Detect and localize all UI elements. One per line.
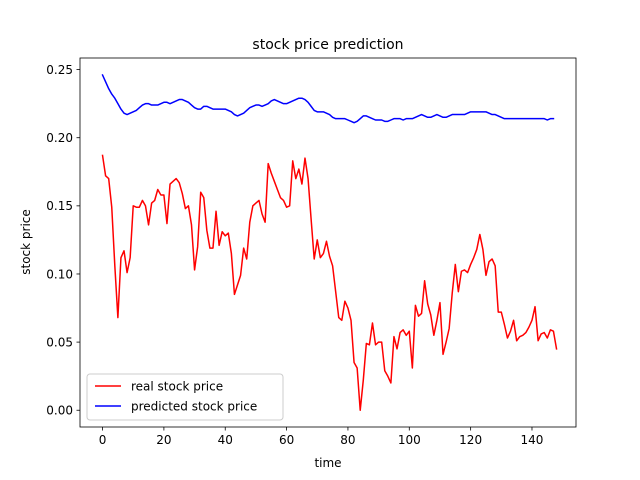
x-tick-label: 140 xyxy=(521,433,544,447)
y-tick-label: 0.20 xyxy=(46,131,73,145)
legend-box xyxy=(86,373,284,421)
series-line-1 xyxy=(101,74,555,124)
y-tick-label: 0.05 xyxy=(46,335,73,349)
x-tick-label: 60 xyxy=(279,433,294,447)
x-tick-label: 20 xyxy=(156,433,171,447)
y-tick-label: 0.00 xyxy=(46,404,73,418)
y-axis: 0.00 0.05 0.10 0.15 0.20 0.25 xyxy=(46,63,80,418)
x-tick-label: 100 xyxy=(398,433,421,447)
y-tick-label: 0.10 xyxy=(46,267,73,281)
legend-label-0: real stock price xyxy=(131,379,223,393)
series-layer xyxy=(101,74,558,411)
legend-label-1: predicted stock price xyxy=(131,399,257,413)
legend: real stock price predicted stock price xyxy=(86,373,284,421)
x-tick-label: 40 xyxy=(218,433,233,447)
plot-frame xyxy=(79,57,577,428)
plot-area xyxy=(79,57,577,428)
x-tick-label: 0 xyxy=(99,433,107,447)
x-tick-label: 80 xyxy=(340,433,355,447)
x-axis: 0 20 40 60 80 100 120 140 xyxy=(99,427,544,447)
y-tick-label: 0.25 xyxy=(46,63,73,77)
series-line-0 xyxy=(101,154,558,411)
plot-background xyxy=(80,58,576,427)
y-tick-label: 0.15 xyxy=(46,199,73,213)
x-axis-label: time xyxy=(314,456,341,470)
chart-title: stock price prediction xyxy=(252,37,403,53)
y-axis-label: stock price xyxy=(19,209,33,275)
x-tick-label: 120 xyxy=(459,433,482,447)
